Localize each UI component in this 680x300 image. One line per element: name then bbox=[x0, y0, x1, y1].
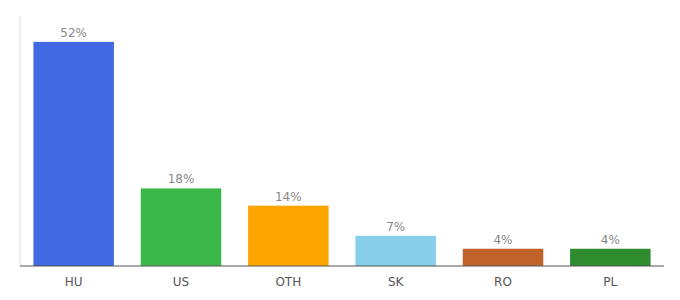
bars bbox=[33, 42, 650, 266]
x-tick-label: HU bbox=[65, 275, 83, 289]
y-axis bbox=[20, 16, 21, 266]
data-label: 52% bbox=[60, 26, 87, 40]
x-tick-label: PL bbox=[603, 275, 617, 289]
data-labels: 52% 18% 14% 7% 4% 4% bbox=[60, 26, 620, 247]
data-label: 14% bbox=[275, 190, 302, 204]
x-tick-label: US bbox=[173, 275, 189, 289]
bar bbox=[141, 188, 222, 266]
data-label: 18% bbox=[168, 172, 195, 186]
data-label: 4% bbox=[493, 233, 512, 247]
data-label: 7% bbox=[386, 220, 405, 234]
bar bbox=[570, 249, 651, 266]
bar bbox=[463, 249, 544, 266]
chart-container: 52% 18% 14% 7% 4% 4% HU US OTH SK RO PL bbox=[0, 0, 680, 300]
bar bbox=[33, 42, 114, 266]
x-tick-label: OTH bbox=[275, 275, 301, 289]
chart: 52% 18% 14% 7% 4% 4% HU US OTH SK RO PL bbox=[0, 0, 680, 300]
bar bbox=[248, 206, 328, 266]
x-tick-label: RO bbox=[494, 275, 512, 289]
x-axis bbox=[20, 265, 664, 266]
bar bbox=[355, 236, 436, 266]
x-tick-label: SK bbox=[388, 275, 405, 289]
data-label: 4% bbox=[601, 233, 620, 247]
